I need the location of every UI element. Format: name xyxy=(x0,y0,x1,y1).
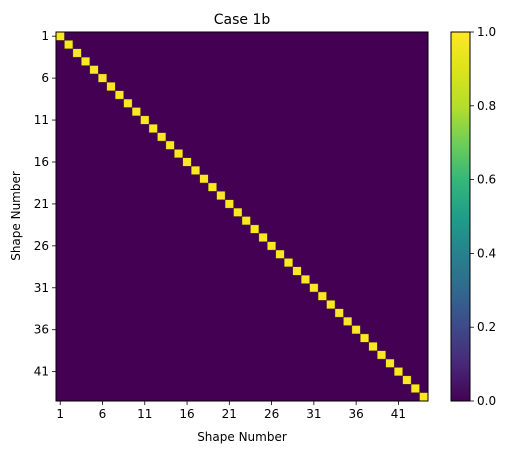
heatmap-cell-diagonal xyxy=(216,191,226,200)
x-axis-label: Shape Number xyxy=(197,430,287,444)
heatmap-cell-diagonal xyxy=(174,149,184,159)
heatmap-cell-diagonal xyxy=(81,56,91,66)
heatmap-cell-diagonal xyxy=(351,325,361,335)
x-tick-label: 26 xyxy=(264,407,279,421)
heatmap-cell-diagonal xyxy=(360,333,370,343)
x-tick-label: 1 xyxy=(56,407,64,421)
y-tick-label: 11 xyxy=(34,113,49,127)
heatmap-cell-diagonal xyxy=(377,350,386,360)
colorbar-tick-label: 0.6 xyxy=(477,173,496,187)
colorbar-ticks: 0.0 0.2 0.4 0.6 0.8 1.0 xyxy=(470,25,496,408)
x-tick-label: 11 xyxy=(137,407,152,421)
colorbar xyxy=(450,31,471,402)
heatmap-cell-diagonal xyxy=(89,65,99,75)
x-tick-label: 6 xyxy=(99,407,107,421)
heatmap-cell-diagonal xyxy=(140,115,150,125)
heatmap-cell-diagonal xyxy=(123,98,133,108)
heatmap-cell-diagonal xyxy=(148,124,158,133)
colorbar-tick-label: 0.0 xyxy=(477,394,496,408)
heatmap-cell-diagonal xyxy=(224,199,234,209)
colorbar-tick-label: 0.2 xyxy=(477,320,496,334)
heatmap-cell-diagonal xyxy=(284,258,293,268)
heatmap-cell-diagonal xyxy=(368,342,378,351)
x-tick-label: 21 xyxy=(222,407,237,421)
heatmap-cell-diagonal xyxy=(300,275,310,284)
heatmap-cell-diagonal xyxy=(393,367,403,377)
heatmap-cell-diagonal xyxy=(292,266,302,276)
heatmap-cell-diagonal xyxy=(267,241,277,251)
heatmap-cell-diagonal xyxy=(410,384,420,393)
heatmap-cell-diagonal xyxy=(64,40,74,49)
x-tick-label: 36 xyxy=(348,407,363,421)
heatmap-cell-diagonal xyxy=(199,174,209,184)
heatmap-cell-diagonal xyxy=(402,375,412,385)
x-tick-label: 41 xyxy=(391,407,406,421)
x-axis-ticks: 1 6 11 16 21 26 31 36 41 xyxy=(56,401,406,421)
y-tick-label: 1 xyxy=(41,29,49,43)
heatmap-cell-diagonal xyxy=(106,82,116,91)
heatmap-cell-diagonal xyxy=(334,308,344,318)
heatmap-cell-diagonal xyxy=(55,31,65,41)
heatmap-cell-diagonal xyxy=(191,165,200,175)
x-tick-label: 16 xyxy=(179,407,194,421)
plot-frame xyxy=(55,31,429,402)
y-tick-label: 36 xyxy=(34,323,49,337)
y-tick-label: 21 xyxy=(34,197,49,211)
y-tick-label: 6 xyxy=(41,71,49,85)
y-axis-label: Shape Number xyxy=(9,171,23,261)
heatmap-cell-diagonal xyxy=(275,249,285,259)
heatmap-cell-diagonal xyxy=(258,233,268,242)
heatmap-cell-diagonal xyxy=(114,90,124,100)
heatmap-cell-diagonal xyxy=(157,132,167,142)
x-tick-label: 31 xyxy=(306,407,321,421)
heatmap-cell-diagonal xyxy=(309,283,319,293)
heatmap-cell-diagonal xyxy=(241,216,251,226)
heatmap-cell-diagonal xyxy=(250,224,260,234)
heatmap-cell-diagonal xyxy=(98,73,107,83)
heatmap-cell-diagonal xyxy=(131,107,141,117)
heatmap-cell-diagonal xyxy=(72,48,82,58)
heatmap-cell-diagonal xyxy=(419,392,429,402)
colorbar-tick-label: 1.0 xyxy=(477,25,496,39)
heatmap-cells xyxy=(55,31,429,402)
colorbar-tick-label: 0.8 xyxy=(477,99,496,113)
y-tick-label: 16 xyxy=(34,155,49,169)
heatmap-cell-diagonal xyxy=(233,207,243,217)
y-tick-label: 31 xyxy=(34,281,49,295)
heatmap-cell-diagonal xyxy=(207,182,217,192)
heatmap-cell-diagonal xyxy=(182,157,192,167)
heatmap-cell-diagonal xyxy=(385,358,395,368)
heatmap-cell-diagonal xyxy=(165,140,175,150)
y-tick-label: 26 xyxy=(34,239,49,253)
heatmap-cell-diagonal xyxy=(326,300,336,309)
heatmap-cell-diagonal xyxy=(343,316,353,326)
colorbar-tick-label: 0.4 xyxy=(477,246,496,260)
chart-title: Case 1b xyxy=(214,12,271,28)
heatmap-cell-diagonal xyxy=(317,291,327,301)
y-tick-label: 41 xyxy=(34,365,49,379)
